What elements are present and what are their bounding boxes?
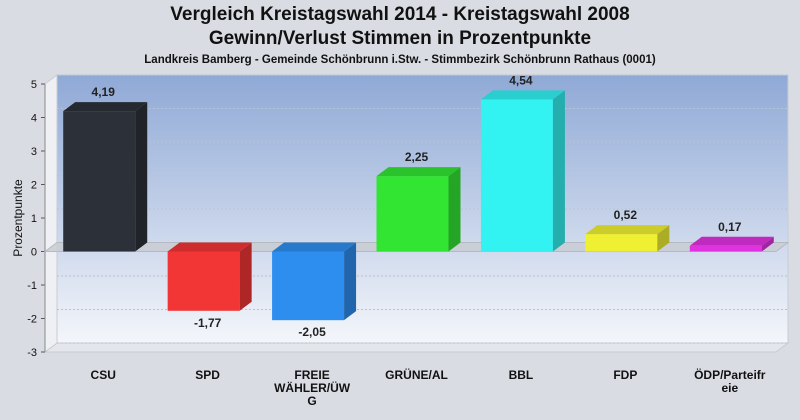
bar-top [585, 225, 670, 235]
y-tick-label: 1 [31, 213, 37, 225]
bar-side [761, 236, 774, 252]
bar-4 [480, 90, 565, 252]
category-label: FREIE [294, 368, 329, 382]
bar-front [167, 251, 240, 311]
y-tick-label: 4 [31, 113, 37, 125]
bar-1 [167, 242, 252, 311]
value-label: 4,19 [92, 85, 116, 99]
bar-5 [585, 225, 670, 252]
chart-title: Vergleich Kreistagswahl 2014 - Kreistags… [170, 4, 630, 25]
bar-side [657, 225, 670, 252]
category-label: FDP [613, 368, 637, 382]
y-tick-label: 5 [31, 79, 37, 91]
bar-front [63, 111, 136, 252]
y-tick-label: 0 [31, 247, 37, 259]
value-label: -2,05 [298, 325, 326, 339]
category-label: ÖDP/Parteifr [694, 367, 766, 382]
value-label: -1,77 [194, 316, 222, 330]
bar-side [344, 242, 357, 321]
y-axis-label: Prozentpunkte [11, 179, 25, 257]
bar-front [585, 234, 658, 252]
bar-0 [63, 102, 148, 252]
y-tick-label: -1 [27, 280, 37, 292]
bar-top [376, 167, 461, 177]
chart-title-line-2: Gewinn/Verlust Stimmen in Prozentpunkte [208, 28, 592, 49]
category-label: BBL [509, 368, 534, 382]
bar-6 [689, 236, 774, 252]
plot-left-wall [44, 74, 58, 353]
bar-top [63, 102, 148, 112]
bar-front [689, 245, 762, 252]
bar-front [376, 176, 449, 252]
bar-top [689, 236, 774, 246]
value-label: 2,25 [405, 150, 429, 164]
category-label: G [307, 394, 316, 408]
bar-3 [376, 167, 461, 252]
value-label: 4,54 [509, 73, 533, 87]
bar-side [135, 102, 148, 252]
category-label: eie [721, 381, 738, 395]
category-label: GRÜNE/AL [385, 367, 448, 382]
y-tick-label: -2 [27, 314, 37, 326]
bar-side [552, 90, 565, 252]
y-tick-label: -3 [27, 347, 37, 359]
bar-front [272, 251, 345, 321]
y-tick-label: 2 [31, 180, 37, 192]
chart-subtitle: Landkreis Bamberg - Gemeinde Schönbrunn … [144, 54, 656, 66]
bar-front [480, 99, 553, 252]
category-label: CSU [91, 368, 116, 382]
bar-side [239, 242, 252, 311]
bar-side [448, 167, 461, 252]
bar-2 [272, 242, 357, 321]
bar-top [167, 242, 252, 252]
bar-top [480, 90, 565, 100]
y-tick-label: 3 [31, 146, 37, 158]
value-label: 0,17 [718, 220, 742, 234]
bar-top [272, 242, 357, 252]
category-label: WÄHLER/ÜW [274, 380, 351, 395]
category-label: SPD [195, 368, 220, 382]
plot-floor [43, 342, 790, 353]
value-label: 0,52 [614, 208, 638, 222]
